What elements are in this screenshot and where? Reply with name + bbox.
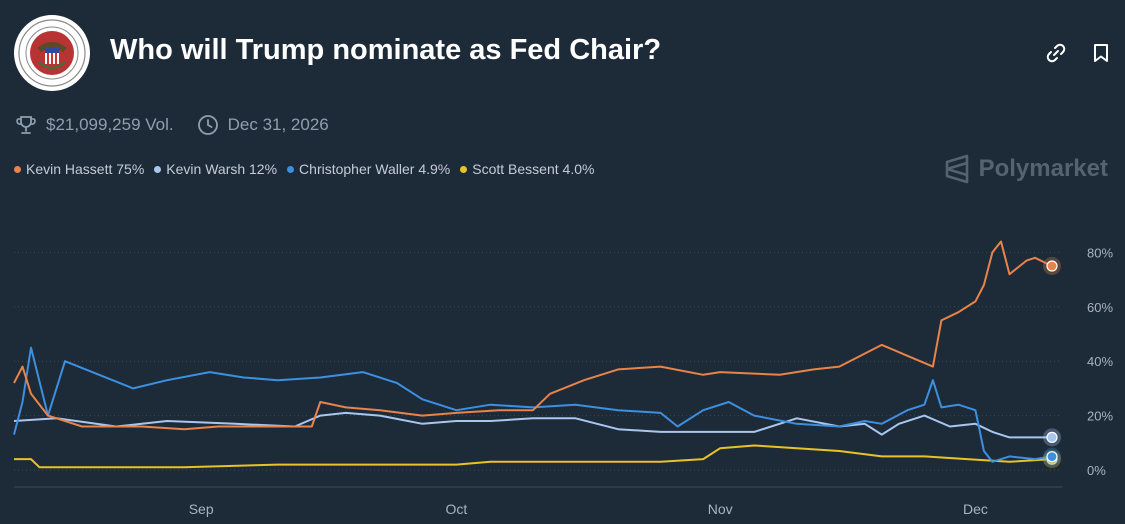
fed-seal-logo bbox=[14, 15, 90, 91]
legend-item-waller: Christopher Waller 4.9% bbox=[287, 161, 450, 177]
legend-label: Kevin Warsh 12% bbox=[166, 161, 278, 177]
legend-dot bbox=[14, 165, 21, 173]
clock-icon bbox=[196, 113, 220, 137]
volume-text: $21,099,259 Vol. bbox=[46, 115, 174, 134]
link-icon[interactable] bbox=[1045, 42, 1067, 64]
legend-label: Christopher Waller 4.9% bbox=[299, 161, 451, 177]
y-tick-label: 20% bbox=[1087, 409, 1113, 424]
end-date-text: Dec 31, 2026 bbox=[227, 115, 329, 134]
legend-item-bessent: Scott Bessent 4.0% bbox=[460, 161, 594, 177]
x-tick-label: Oct bbox=[446, 501, 468, 517]
series-line-scott-bessent bbox=[14, 444, 1053, 469]
x-tick-label: Sep bbox=[189, 501, 214, 517]
legend-dot bbox=[460, 165, 468, 173]
y-tick-label: 0% bbox=[1087, 463, 1106, 478]
series-end-marker[interactable] bbox=[1046, 260, 1058, 272]
y-tick-label: 40% bbox=[1087, 354, 1113, 369]
series-line-christopher-waller bbox=[13, 346, 1053, 463]
y-tick-label: 60% bbox=[1087, 300, 1113, 315]
series-end-marker[interactable] bbox=[1046, 431, 1058, 443]
legend-dot bbox=[287, 165, 295, 173]
legend-label: Scott Bessent 4.0% bbox=[472, 161, 595, 177]
x-tick-label: Nov bbox=[708, 501, 733, 517]
federal-reserve-seal-icon bbox=[18, 19, 86, 87]
chart-legend: Kevin Hassett 75% Kevin Warsh 12% Christ… bbox=[14, 161, 604, 177]
bookmark-icon[interactable] bbox=[1090, 42, 1112, 64]
page-title: Who will Trump nominate as Fed Chair? bbox=[110, 34, 662, 66]
brand-name: Polymarket bbox=[978, 155, 1108, 182]
trophy-icon bbox=[14, 113, 38, 137]
market-meta: $21,099,259 Vol. Dec 31, 2026 bbox=[14, 113, 329, 137]
polymarket-brand: Polymarket bbox=[944, 154, 1108, 184]
legend-dot bbox=[154, 165, 162, 173]
y-tick-label: 80% bbox=[1087, 245, 1113, 260]
series-line-kevin-hassett bbox=[13, 240, 1053, 431]
polymarket-logo-icon bbox=[945, 154, 968, 184]
series-end-marker[interactable] bbox=[1046, 451, 1058, 463]
legend-item-hassett: Kevin Hassett 75% bbox=[14, 161, 144, 177]
x-tick-label: Dec bbox=[963, 501, 988, 517]
legend-item-warsh: Kevin Warsh 12% bbox=[154, 161, 277, 177]
legend-label: Kevin Hassett 75% bbox=[26, 161, 145, 177]
